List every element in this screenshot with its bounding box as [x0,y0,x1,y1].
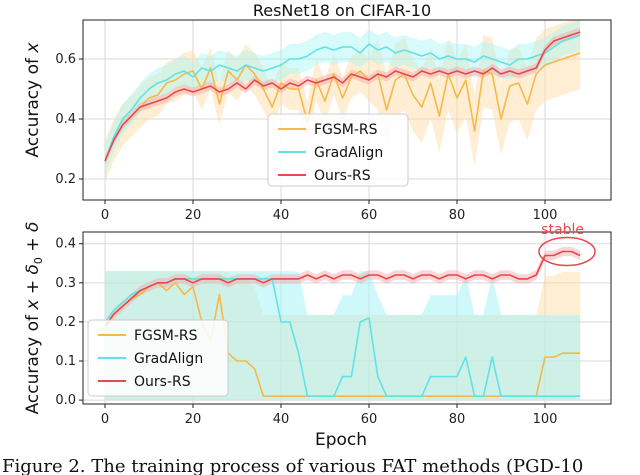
y-tick-label: 0.4 [55,112,76,127]
figure-caption: Figure 2. The training process of variou… [2,456,583,475]
x-tick-label: 60 [361,208,378,223]
x-tick-label: 60 [361,412,378,427]
legend-label: FGSM-RS [314,122,378,138]
plot-frame [82,19,612,201]
line-fgsm-rs [104,52,581,162]
x-tick-label: 40 [273,412,290,427]
legend-label: GradAlign [134,351,203,367]
x-tick-label: 0 [101,412,109,427]
line-gradalign [104,34,581,162]
legend-box [87,319,229,397]
line-ours-rs [104,250,581,327]
legend-box [267,113,409,187]
legend-label: Ours-RS [314,168,371,184]
x-tick-label: 20 [185,208,202,223]
y-axis-label-top: Accuracy of x [23,42,43,158]
x-tick-label: 80 [449,412,466,427]
y-axis-label-bottom: Accuracy of x + δ0 + δ [23,222,45,415]
x-tick-label: 100 [533,208,558,223]
chart-title: ResNet18 on CIFAR-10 [253,1,431,20]
chart-bottom: 0 20 40 60 80 100 0.0 0.1 0.2 0.3 0.4 FGSM-RS GradAl… [23,222,612,450]
y-tick-label: 0.4 [55,237,76,252]
top-plot-area: 0 20 40 60 80 100 0.2 0.4 0.6 FGSM-RS GradAlign Our… [55,19,612,223]
y-tick-label: 0.2 [55,172,76,187]
stable-ellipse [538,236,596,267]
chart-top: ResNet18 on CIFAR-10 0 20 40 60 80 1000.20.40… [23,1,612,223]
plot-frame [82,231,612,405]
x-axis-label: Epoch [315,430,367,450]
x-tick-label: 40 [273,208,290,223]
band-fgsm-rs [105,20,581,182]
legend-label: FGSM-RS [134,328,198,344]
line-ours-rs [104,31,581,162]
stable-annotation: stable [541,222,584,238]
x-tick-label: 0 [101,208,109,223]
x-tick-label: 80 [449,208,466,223]
y-tick-label: 0.0 [55,393,76,408]
y-tick-label: 0.2 [55,315,76,330]
y-tick-label: 0.6 [55,52,76,67]
legend-label: GradAlign [314,145,383,161]
y-tick-label: 0.3 [55,276,76,291]
x-tick-label: 100 [533,412,558,427]
y-tick-label: 0.1 [55,354,76,369]
legend-label: Ours-RS [134,374,191,390]
x-tick-label: 20 [185,412,202,427]
bottom-plot-area: 0 20 40 60 80 100 0.0 0.1 0.2 0.3 0.4 FGSM-RS GradAl… [55,222,612,427]
